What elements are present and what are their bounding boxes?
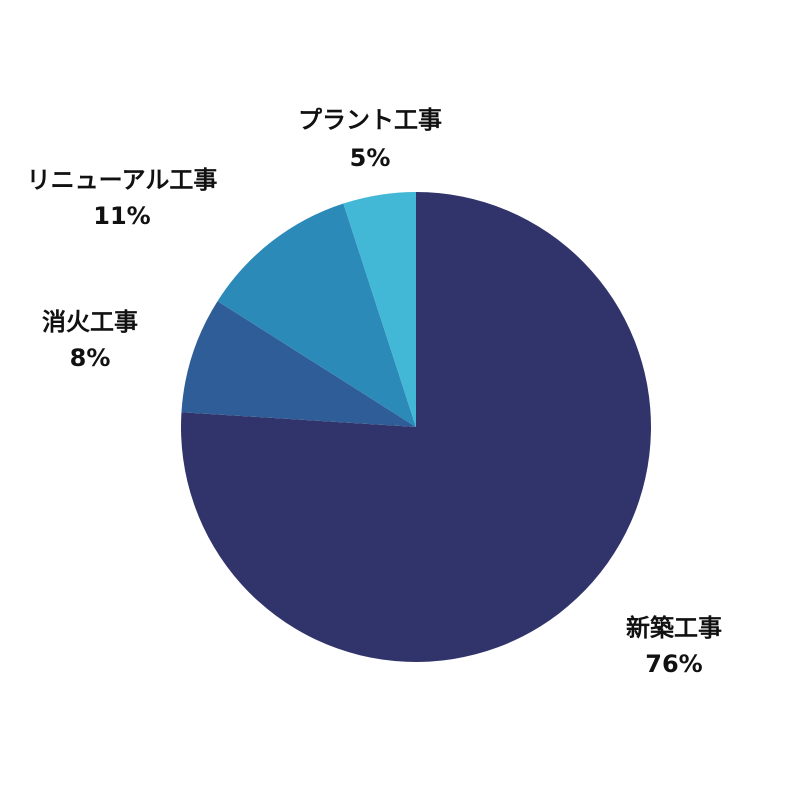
pie-slice-1 <box>180 192 651 662</box>
slice-label-3: リニューアル工事 <box>27 166 218 194</box>
pie-slices <box>180 192 651 662</box>
pie-slice-3 <box>217 203 416 427</box>
pie-slice-2 <box>181 301 416 427</box>
slice-value-label-3: 11% <box>93 202 150 230</box>
slice-label-1: 新築工事 <box>626 614 722 642</box>
slice-value-label-4: 5% <box>350 144 391 172</box>
slice-value-label-1: 76% <box>645 650 702 678</box>
slice-label-4: プラント工事 <box>298 106 442 134</box>
slice-value-label-2: 8% <box>70 344 111 372</box>
pie-labels: 新築工事 76% 消火工事 8% リニューアル工事 11% プラント工事 5% <box>27 106 722 678</box>
slice-label-2: 消火工事 <box>42 308 138 336</box>
pie-slice-4 <box>343 192 416 427</box>
